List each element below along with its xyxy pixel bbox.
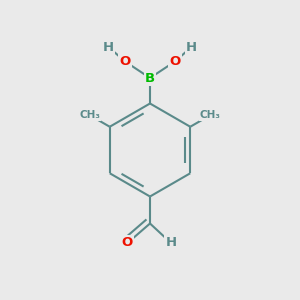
Text: O: O — [169, 55, 181, 68]
Text: B: B — [145, 71, 155, 85]
Text: O: O — [119, 55, 131, 68]
Text: H: H — [165, 236, 177, 250]
Text: O: O — [122, 236, 133, 250]
Text: H: H — [103, 40, 114, 54]
Text: CH₃: CH₃ — [79, 110, 100, 120]
Text: CH₃: CH₃ — [200, 110, 221, 120]
Text: H: H — [186, 40, 197, 54]
